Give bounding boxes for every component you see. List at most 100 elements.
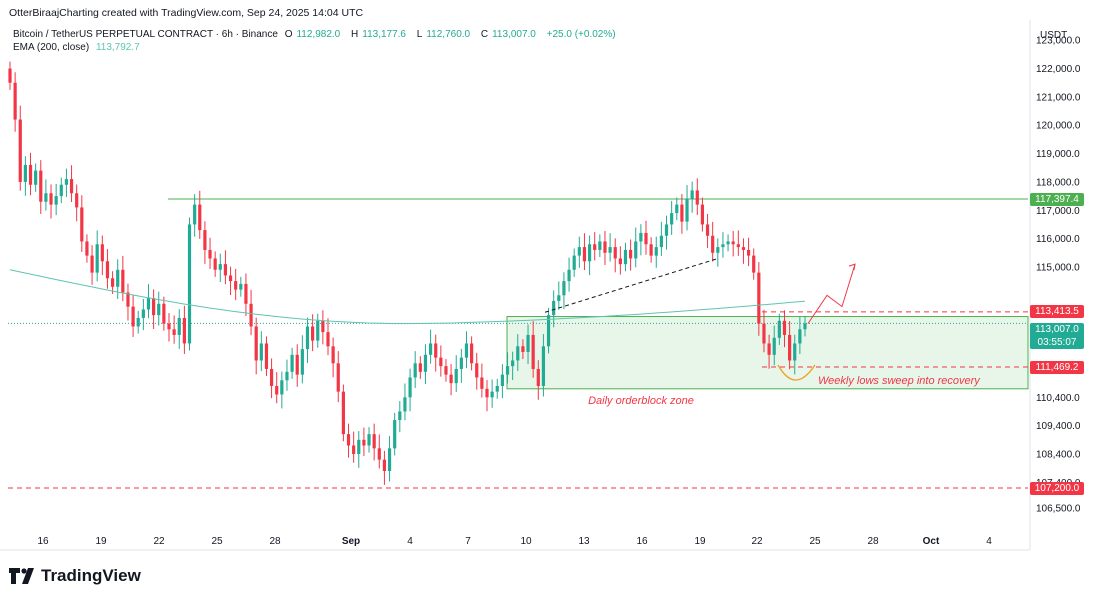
candle-body[interactable] xyxy=(664,224,669,236)
candle-body[interactable] xyxy=(290,354,294,372)
candle-body[interactable] xyxy=(598,241,602,250)
candle-body[interactable] xyxy=(357,439,361,454)
candle-body[interactable] xyxy=(757,272,761,324)
candle-body[interactable] xyxy=(28,164,33,185)
candle-body[interactable] xyxy=(95,244,99,273)
candle-body[interactable] xyxy=(444,366,448,375)
candle-body[interactable] xyxy=(582,247,587,262)
symbol-name[interactable]: Bitcoin / TetherUS PERPETUAL CONTRACT · … xyxy=(13,29,278,40)
candle-body[interactable] xyxy=(608,247,612,253)
candle-body[interactable] xyxy=(464,343,469,358)
candle-body[interactable] xyxy=(336,363,340,392)
candle-body[interactable] xyxy=(495,385,499,392)
candle-body[interactable] xyxy=(54,196,58,205)
candle-body[interactable] xyxy=(44,193,48,202)
candle-body[interactable] xyxy=(593,244,597,250)
candle-body[interactable] xyxy=(85,241,89,256)
candle-body[interactable] xyxy=(695,190,699,205)
candle-body[interactable] xyxy=(182,317,186,344)
candle-body[interactable] xyxy=(352,445,356,454)
candle-body[interactable] xyxy=(341,391,345,435)
candle-body[interactable] xyxy=(716,247,720,253)
candle-body[interactable] xyxy=(157,303,161,316)
candle-body[interactable] xyxy=(367,434,371,446)
candle-body[interactable] xyxy=(788,334,792,361)
candle-body[interactable] xyxy=(254,326,258,361)
candle-body[interactable] xyxy=(218,264,222,270)
candle-body[interactable] xyxy=(659,235,663,248)
candle-body[interactable] xyxy=(69,179,74,194)
candle-body[interactable] xyxy=(121,269,125,293)
candle-body[interactable] xyxy=(613,247,617,259)
candle-body[interactable] xyxy=(141,309,145,318)
candle-body[interactable] xyxy=(798,329,802,344)
candle-body[interactable] xyxy=(362,439,366,446)
candle-body[interactable] xyxy=(767,343,771,355)
candle-body[interactable] xyxy=(8,68,12,83)
candle-body[interactable] xyxy=(516,346,520,361)
candle-body[interactable] xyxy=(459,357,463,369)
candle-body[interactable] xyxy=(90,255,94,273)
candle-body[interactable] xyxy=(105,261,110,279)
candle-body[interactable] xyxy=(629,249,633,259)
candle-body[interactable] xyxy=(711,235,715,253)
candle-body[interactable] xyxy=(228,275,233,282)
candle-body[interactable] xyxy=(577,247,581,256)
candle-body[interactable] xyxy=(408,377,412,398)
candle-body[interactable] xyxy=(80,207,84,242)
candle-body[interactable] xyxy=(316,320,320,341)
candle-body[interactable] xyxy=(167,323,171,330)
candle-body[interactable] xyxy=(480,377,484,389)
candle-body[interactable] xyxy=(552,300,556,316)
candle-body[interactable] xyxy=(690,190,694,199)
candle-body[interactable] xyxy=(562,281,566,296)
candle-body[interactable] xyxy=(18,119,22,182)
candle-body[interactable] xyxy=(623,249,628,265)
candle-body[interactable] xyxy=(541,346,546,386)
candle-body[interactable] xyxy=(34,170,38,185)
candle-body[interactable] xyxy=(162,303,166,324)
candle-body[interactable] xyxy=(526,334,530,352)
candle-body[interactable] xyxy=(326,332,330,347)
candle-body[interactable] xyxy=(428,343,433,355)
candle-body[interactable] xyxy=(746,249,751,256)
candle-body[interactable] xyxy=(736,244,740,248)
candle-body[interactable] xyxy=(259,343,263,361)
candle-body[interactable] xyxy=(59,184,63,197)
candle-body[interactable] xyxy=(23,164,27,182)
candle-body[interactable] xyxy=(700,204,705,225)
candle-body[interactable] xyxy=(675,204,679,214)
candle-body[interactable] xyxy=(172,329,176,335)
candle-body[interactable] xyxy=(731,241,735,245)
candle-body[interactable] xyxy=(772,337,776,355)
candle-body[interactable] xyxy=(603,241,607,253)
ema-label[interactable]: EMA (200, close) xyxy=(13,42,90,53)
candle-body[interactable] xyxy=(470,343,474,364)
candle-body[interactable] xyxy=(280,380,284,395)
candle-body[interactable] xyxy=(372,434,376,449)
candle-body[interactable] xyxy=(100,244,104,262)
candle-body[interactable] xyxy=(131,306,135,327)
candle-body[interactable] xyxy=(511,360,515,367)
candle-body[interactable] xyxy=(777,320,781,338)
candle-body[interactable] xyxy=(234,281,238,290)
tradingview-logo[interactable]: TradingView xyxy=(9,566,141,586)
candle-body[interactable] xyxy=(382,459,387,471)
candle-body[interactable] xyxy=(680,204,684,222)
candle-body[interactable] xyxy=(203,230,207,250)
candle-body[interactable] xyxy=(762,323,766,344)
candle-body[interactable] xyxy=(644,232,648,245)
candle-body[interactable] xyxy=(705,224,710,236)
candle-body[interactable] xyxy=(567,269,571,282)
candle-body[interactable] xyxy=(500,374,504,386)
candle-body[interactable] xyxy=(587,244,592,262)
candle-body[interactable] xyxy=(75,193,79,208)
candle-body[interactable] xyxy=(654,247,658,256)
candle-body[interactable] xyxy=(208,249,212,259)
candle-body[interactable] xyxy=(126,292,130,307)
candle-body[interactable] xyxy=(146,298,151,310)
candle-body[interactable] xyxy=(49,193,53,205)
candle-body[interactable] xyxy=(198,204,202,231)
candle-body[interactable] xyxy=(649,244,653,256)
candle-body[interactable] xyxy=(752,255,756,273)
